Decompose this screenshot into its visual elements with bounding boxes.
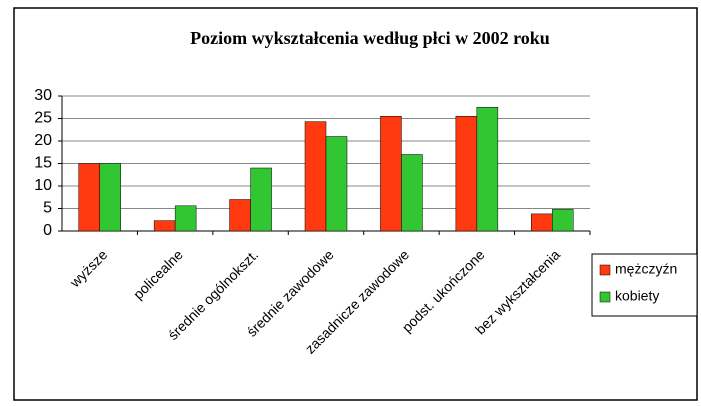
legend-box <box>591 253 698 317</box>
y-tick-label: 0 <box>43 222 52 239</box>
x-tick-label: podst. ukończone <box>399 246 488 335</box>
chart-frame <box>13 7 698 401</box>
legend-label: kobiety <box>615 288 659 304</box>
y-tick-label: 10 <box>34 177 52 194</box>
bar <box>78 163 100 232</box>
y-tick-label: 20 <box>34 132 52 149</box>
bar <box>325 136 348 232</box>
x-tick-label: bez wykształcenia <box>472 246 563 337</box>
bar <box>401 154 423 232</box>
bar <box>380 116 402 232</box>
bar <box>531 213 553 232</box>
bar <box>476 107 499 232</box>
bar <box>174 205 197 232</box>
x-tick-label: wyższe <box>66 246 111 291</box>
legend-swatch <box>599 264 611 276</box>
bar <box>153 220 176 232</box>
bar <box>250 167 272 232</box>
legend-swatch <box>599 291 611 303</box>
y-tick-label: 15 <box>34 155 52 172</box>
x-tick-label: policealne <box>130 246 186 302</box>
bar <box>552 209 574 232</box>
bar <box>99 163 121 232</box>
legend-label: mężczyźn <box>615 261 677 277</box>
y-tick-label: 25 <box>34 110 52 127</box>
bar <box>455 116 478 232</box>
bar <box>229 199 251 232</box>
bar <box>304 121 327 232</box>
y-tick-label: 30 <box>34 87 52 104</box>
chart-title: Poziom wykształcenia według płci w 2002 … <box>190 28 550 48</box>
y-tick-label: 5 <box>43 200 52 217</box>
